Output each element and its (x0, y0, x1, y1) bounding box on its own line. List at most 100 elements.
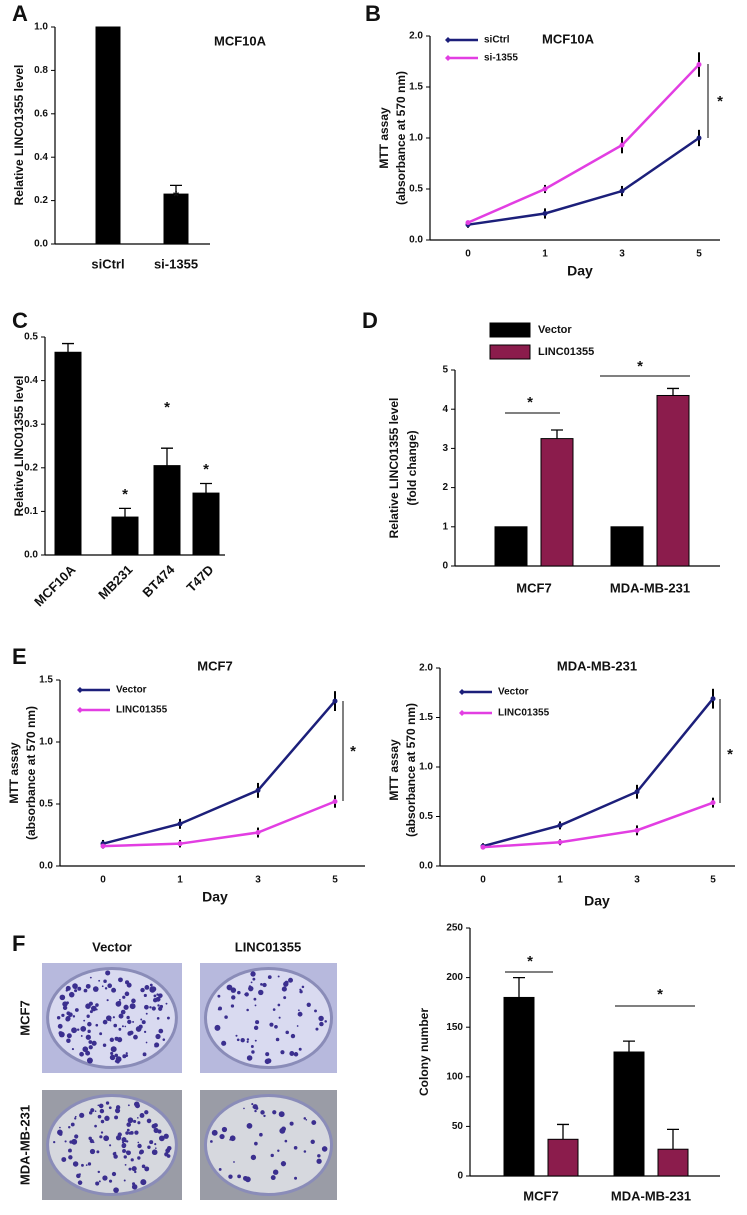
y-axis-label: (absorbance at 570 nm) (24, 706, 38, 840)
colony (61, 1013, 65, 1018)
colony (311, 1120, 317, 1126)
y-tick-label: 0.5 (419, 811, 433, 822)
colony (103, 1135, 110, 1142)
legend-marker (77, 707, 83, 713)
plate (46, 967, 178, 1069)
colony (94, 1124, 97, 1128)
bar (540, 438, 574, 567)
y-tick-label: 0.5 (409, 184, 423, 195)
point (255, 787, 261, 793)
colony (310, 1139, 315, 1144)
colony (253, 997, 257, 1001)
colony (132, 1020, 135, 1023)
colony (85, 1050, 91, 1056)
bar (656, 394, 690, 567)
colony (274, 1024, 278, 1029)
colony (71, 1048, 75, 1051)
point (177, 841, 183, 847)
colony (134, 1130, 139, 1135)
colony (158, 1006, 163, 1011)
panel-label: D (362, 308, 378, 333)
y-tick-label: 0.4 (34, 152, 48, 163)
colony (226, 984, 233, 991)
colony (284, 980, 289, 985)
colony (99, 1032, 103, 1036)
colony (252, 977, 256, 981)
y-axis-label: Relative LINC01355 level (12, 376, 26, 517)
colony (230, 1004, 235, 1008)
y-tick-label: 1 (442, 521, 448, 532)
colony (98, 1180, 101, 1183)
colony (155, 1033, 161, 1040)
colony (113, 1023, 118, 1028)
x-axis-label: Day (567, 263, 593, 279)
colony (91, 1040, 97, 1046)
colony (121, 1025, 124, 1028)
legend-label: Vector (116, 685, 147, 696)
panel-label: A (12, 1, 28, 26)
colony (144, 1166, 150, 1172)
colony (151, 1006, 156, 1011)
significance-star: * (164, 399, 170, 416)
point (177, 821, 183, 827)
panel-label: F (12, 931, 25, 956)
line (467, 63, 700, 224)
chart-title: MCF10A (214, 33, 267, 48)
colony (95, 1008, 98, 1011)
colony (74, 1008, 79, 1012)
y-tick-label: 1.0 (34, 22, 48, 33)
colony (278, 1016, 281, 1019)
colony (126, 1122, 132, 1127)
x-axis-label: Day (584, 893, 610, 909)
colony (86, 1057, 93, 1064)
x-tick-label: siCtrl (91, 256, 124, 271)
colony (219, 1133, 225, 1140)
colony (321, 1146, 328, 1152)
y-tick-label: 50 (452, 1121, 464, 1132)
colony (142, 1052, 147, 1057)
colony (82, 1046, 89, 1053)
colony (65, 1016, 71, 1022)
colony (66, 1001, 69, 1005)
colony (130, 1005, 133, 1008)
x-tick-label: MDA-MB-231 (610, 580, 690, 595)
colony (126, 1128, 130, 1132)
colony (112, 1016, 115, 1019)
colony (79, 1051, 84, 1057)
colony (124, 1163, 127, 1166)
colony (130, 1158, 134, 1162)
colony (269, 1022, 274, 1027)
colony (57, 1129, 63, 1136)
colony (303, 1150, 307, 1153)
colony (86, 1014, 90, 1018)
colony (263, 1114, 266, 1118)
panel-label: C (12, 308, 28, 333)
chart-title: MCF7 (197, 658, 232, 673)
x-tick-label: 5 (710, 875, 716, 886)
x-tick-label: 0 (465, 249, 471, 260)
colony (68, 1155, 73, 1160)
colony (127, 1019, 132, 1025)
colony (111, 987, 117, 993)
colony (74, 1134, 79, 1139)
colony (125, 1054, 129, 1058)
colony (137, 1141, 140, 1144)
colony (80, 1035, 83, 1037)
error-bar (667, 1128, 679, 1150)
colony (124, 1025, 127, 1028)
y-axis-label: Relative LINC01355 level (12, 65, 26, 206)
point (332, 799, 338, 805)
bar (610, 526, 644, 567)
colony (118, 1013, 124, 1019)
colony (102, 1019, 108, 1025)
colony (118, 1027, 122, 1031)
colony (217, 1008, 221, 1011)
colony (87, 1029, 91, 1034)
colony (258, 989, 264, 996)
colony (158, 1135, 165, 1142)
y-tick-label: 1.0 (409, 133, 423, 144)
colony (135, 1026, 142, 1032)
colony (264, 1058, 271, 1065)
error-bar (551, 429, 563, 439)
